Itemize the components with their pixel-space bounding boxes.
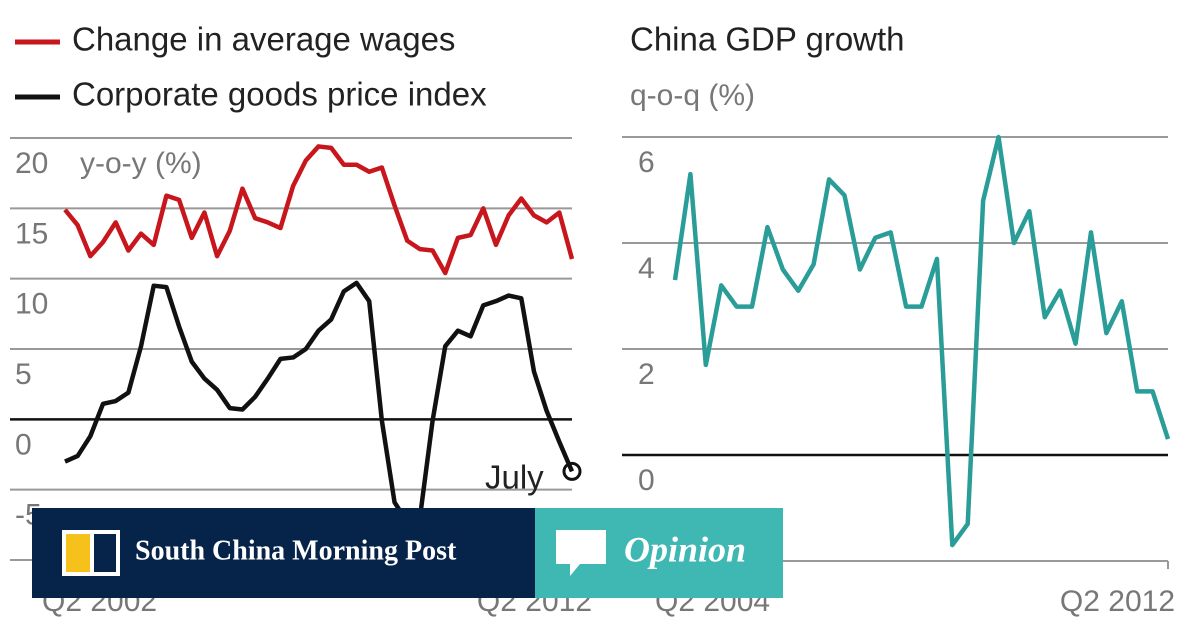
y-tick-label: 2	[638, 358, 655, 391]
y-tick-label: 0	[638, 464, 655, 497]
data-line	[672, 134, 1171, 548]
y-axis-label: y-o-y (%)	[80, 147, 202, 180]
y-tick-label: 0	[15, 428, 32, 461]
y-axis-label: q-o-q (%)	[630, 79, 755, 112]
logo-part	[94, 534, 116, 572]
opinion-label: Opinion	[624, 529, 746, 569]
y-tick-label: 20	[15, 147, 48, 180]
banner: South China Morning Post Opinion	[32, 508, 783, 598]
y-tick-label: 4	[638, 252, 655, 285]
speech-icon	[556, 530, 606, 576]
y-tick-label: 10	[15, 288, 48, 321]
y-tick-label: 6	[638, 146, 655, 179]
brand-name: South China Morning Post	[135, 535, 457, 566]
annotation: July	[485, 459, 544, 496]
y-tick-label: 15	[15, 217, 48, 250]
end-marker	[562, 461, 582, 481]
x-tick-label: Q2 2012	[1060, 585, 1175, 618]
y-tick-label: 5	[15, 358, 32, 391]
legend-label: Corporate goods price index	[72, 76, 487, 113]
data-line	[64, 280, 575, 525]
chart-title: China GDP growth	[630, 21, 905, 58]
logo-part	[66, 534, 90, 572]
data-line	[63, 144, 575, 276]
legend-label: Change in average wages	[72, 21, 455, 58]
